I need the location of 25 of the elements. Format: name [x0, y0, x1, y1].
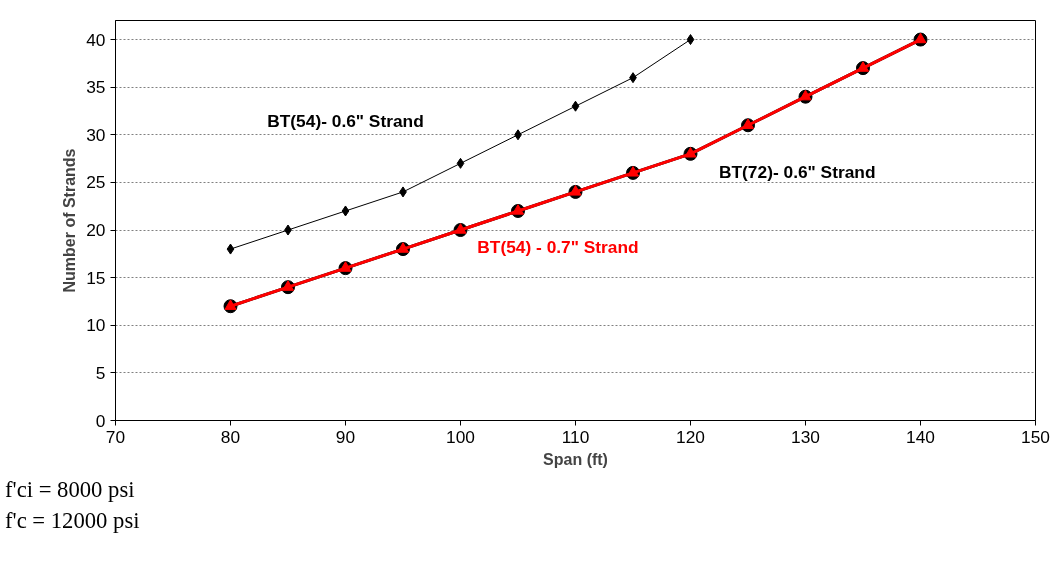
y-tick-label: 30 — [86, 124, 106, 145]
x-tick-label: 120 — [676, 426, 705, 447]
text: f'c = 12000 psi — [5, 506, 140, 535]
series-label: BT(72)- 0.6" Strand — [719, 162, 876, 183]
x-axis-title: Span (ft) — [543, 450, 608, 468]
series-label: BT(54) - 0.7" Strand — [477, 236, 639, 257]
y-tick-label: 35 — [86, 77, 106, 98]
x-tick-label: 140 — [906, 426, 935, 447]
x-tick-label: 90 — [335, 426, 356, 447]
y-tick-label: 40 — [86, 29, 106, 50]
x-tick-label: 150 — [1021, 426, 1050, 447]
y-tick-label: 20 — [86, 220, 106, 241]
x-tick-label: 130 — [791, 426, 820, 447]
x-tick-label: 70 — [105, 426, 126, 447]
text: BT(54)- 0.6" Strand — [267, 110, 424, 131]
y-tick-label: 15 — [86, 267, 106, 288]
y-tick-label: 25 — [86, 172, 106, 193]
y-tick-label: 5 — [95, 362, 106, 383]
y-tick-label: 0 — [95, 410, 106, 431]
y-tick-label: 10 — [86, 315, 106, 336]
x-tick-label: 100 — [446, 426, 475, 447]
x-tick-label: 110 — [561, 426, 590, 447]
x-tick-label: 80 — [220, 426, 241, 447]
y-axis-title: Number of Strands — [61, 148, 79, 293]
text: f'ci = 8000 psi — [5, 476, 136, 504]
